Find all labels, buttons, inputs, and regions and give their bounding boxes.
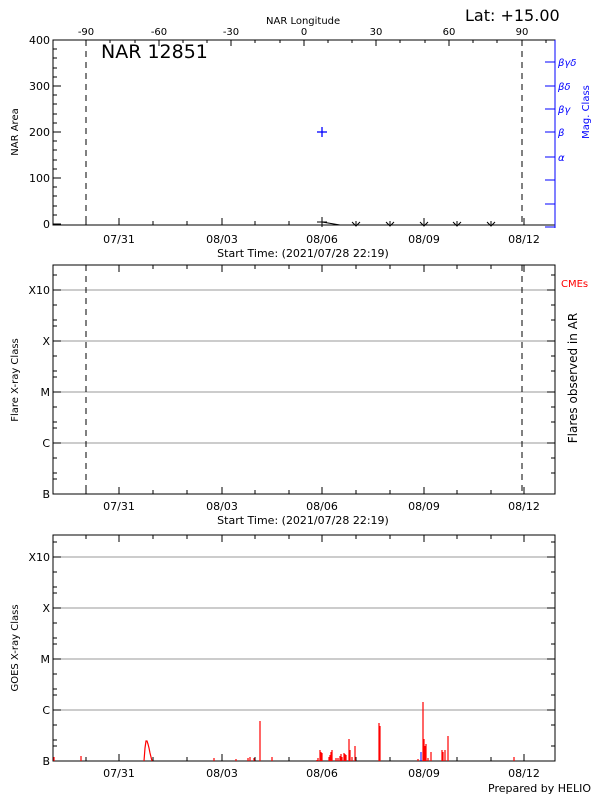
svg-text:X10: X10 [28,551,50,564]
svg-text:07/31: 07/31 [103,233,135,246]
svg-text:B: B [42,488,50,501]
svg-text:βγδ: βγδ [557,58,576,69]
svg-text:07/31: 07/31 [103,767,135,780]
flare-y-title: Flare X-ray Class [10,338,21,422]
svg-text:M: M [41,386,51,399]
panel-flares: X10 X M C B Flare X-ray Class CMEs Flare… [10,264,588,501]
panel1-start-time: Start Time: (2021/07/28 22:19) [217,247,389,260]
mag-class-marker [317,127,327,137]
area-series [317,217,496,227]
svg-text:08/09: 08/09 [408,233,440,246]
svg-text:60: 60 [443,27,456,38]
svg-text:0: 0 [43,218,50,231]
svg-text:08/12: 08/12 [508,767,540,780]
mag-class-title: Mag. Class [581,85,592,139]
svg-text:100: 100 [29,172,50,185]
svg-text:90: 90 [516,27,529,38]
svg-text:C: C [42,437,50,450]
goes-flux-series [53,702,515,762]
svg-text:M: M [41,653,51,666]
panel3-date-labels: 07/31 08/03 08/06 08/09 08/12 [103,767,540,780]
svg-text:08/12: 08/12 [508,500,540,513]
svg-text:-60: -60 [151,27,167,38]
cmes-legend: CMEs [561,279,588,290]
flare-y-labels: X10 X M C B [28,284,50,501]
panel2-date-labels: 07/31 08/03 08/06 08/09 08/12 [103,500,540,513]
panel2-start-time: Start Time: (2021/07/28 22:19) [217,514,389,527]
svg-text:-30: -30 [223,27,239,38]
svg-text:08/06: 08/06 [306,767,338,780]
svg-text:08/06: 08/06 [306,500,338,513]
svg-text:β: β [557,128,565,139]
svg-text:0: 0 [301,27,307,38]
svg-text:200: 200 [29,126,50,139]
svg-text:30: 30 [370,27,383,38]
svg-text:C: C [42,704,50,717]
svg-text:07/31: 07/31 [103,500,135,513]
longitude-tick-labels: -90 -60 -30 0 30 60 90 [78,27,529,38]
svg-text:300: 300 [29,80,50,93]
region-title: NAR 12851 [101,41,208,63]
footer-credit: Prepared by HELIO [488,782,591,795]
svg-text:α: α [558,153,565,164]
flare-grid [53,289,555,444]
nar-area-y-labels: 0 100 200 300 400 [29,34,50,231]
goes-y-title: GOES X-ray Class [10,604,21,691]
svg-text:08/03: 08/03 [206,500,238,513]
svg-text:08/03: 08/03 [206,233,238,246]
mag-class-labels: βγδ βδ βγ β α [557,58,576,164]
svg-text:400: 400 [29,34,50,47]
top-axis-title: NAR Longitude [266,16,340,27]
svg-text:08/09: 08/09 [408,767,440,780]
svg-text:βδ: βδ [557,82,571,93]
nar-area-y-title: NAR Area [10,108,21,155]
svg-text:08/09: 08/09 [408,500,440,513]
latitude-label: Lat: +15.00 [465,6,560,25]
svg-text:08/03: 08/03 [206,767,238,780]
goes-y-labels: X10 X M C B [28,551,50,768]
panel1-date-labels: 07/31 08/03 08/06 08/09 08/12 [103,233,540,246]
svg-text:08/12: 08/12 [508,233,540,246]
svg-text:-90: -90 [78,27,94,38]
panel-nar-area: 0 100 200 300 400 NAR Area NAR 12851 βγ [10,34,592,231]
flares-right-title: Flares observed in AR [566,313,580,443]
svg-text:X10: X10 [28,284,50,297]
svg-text:X: X [42,602,50,615]
svg-text:08/06: 08/06 [306,233,338,246]
svg-text:B: B [42,755,50,768]
svg-text:X: X [42,335,50,348]
svg-text:βγ: βγ [557,105,571,116]
panel-goes: X10 X M C B GOES X-ray Class [10,534,556,768]
mag-class-axis [545,40,556,228]
